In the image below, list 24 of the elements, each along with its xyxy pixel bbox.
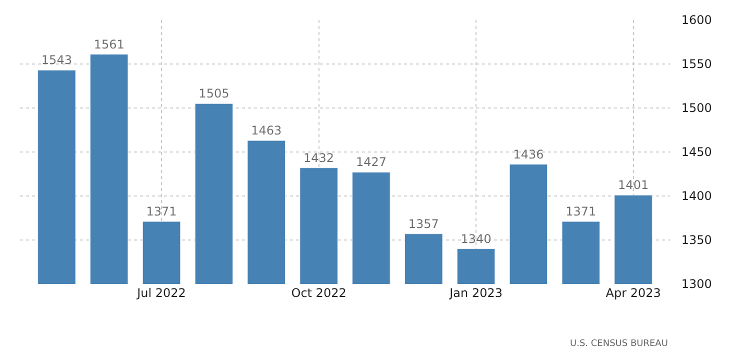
x-tick-label: Apr 2023 bbox=[606, 286, 661, 300]
data-label: 1357 bbox=[408, 216, 439, 231]
y-tick-label: 1500 bbox=[681, 101, 712, 116]
text: U.S. CENSUS BUREAU bbox=[570, 339, 668, 349]
data-label: 1427 bbox=[356, 155, 386, 170]
y-tick-label: 1600 bbox=[681, 13, 712, 28]
y-tick-label: 1300 bbox=[681, 277, 712, 292]
data-label: 1340 bbox=[460, 232, 492, 246]
x-tick-label: Jan 2023 bbox=[448, 286, 502, 300]
data-label: 1371 bbox=[566, 204, 596, 219]
data-label: 1436 bbox=[513, 147, 544, 162]
data-label: 1543 bbox=[41, 53, 72, 68]
y-tick-label: 1550 bbox=[681, 57, 712, 72]
data-label: 1561 bbox=[94, 37, 124, 52]
y-tick-label: 1400 bbox=[681, 189, 712, 204]
x-tick-label: Oct 2022 bbox=[291, 286, 346, 300]
data-label: 1432 bbox=[304, 150, 334, 165]
data-label: 1371 bbox=[146, 204, 177, 219]
data-label: 1463 bbox=[251, 124, 282, 138]
y-tick-label: 1350 bbox=[681, 233, 712, 248]
data-label: 1401 bbox=[618, 178, 649, 192]
y-tick-label: 1450 bbox=[681, 145, 712, 160]
data-label: 1505 bbox=[198, 86, 230, 101]
x-tick-label: Jul 2022 bbox=[136, 286, 186, 300]
